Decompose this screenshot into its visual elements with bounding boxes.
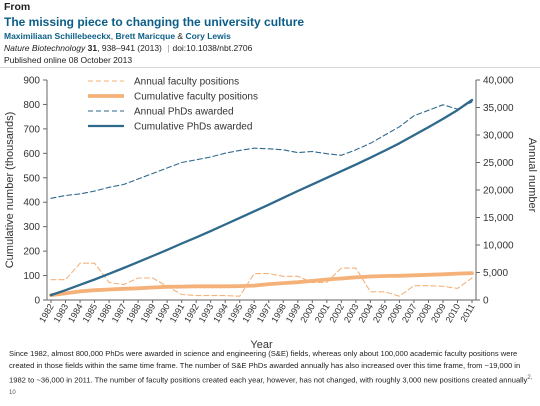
left-tick-label: 800 [23,100,40,111]
x-axis-title: Year [250,339,273,348]
article-header: From The missing piece to changing the u… [4,1,536,66]
author-link[interactable]: Cory Lewis [185,31,231,41]
legend-label-2: Annual PhDs awarded [134,107,234,118]
published-date: Published online 08 October 2013 [4,55,133,65]
left-tick-label: 900 [23,76,40,87]
author-list: Maximiliaan Schillebeeckx, Brett Maricqu… [4,31,231,41]
left-tick-label: 700 [23,124,40,135]
right-tick-label: 30,000 [483,131,514,142]
left-tick-label: 500 [23,173,40,184]
legend-label-1: Cumulative faculty positions [134,92,258,103]
author-and: & [177,31,184,41]
series-line-0 [50,262,473,297]
caption-refs: 2, 10 [9,375,533,396]
author-link[interactable]: Maximiliaan Schillebeeckx [4,31,111,41]
chart-marks: 0 100 200 300 400 500 600 700 800 900 0 5,000 10,000… [4,76,538,349]
series-line-2 [50,101,473,199]
chart: 0 100 200 300 400 500 600 700 800 900 0 5,000 10,000… [4,76,538,349]
right-tick-label: 0 [483,296,489,307]
left-tick-label: 0 [34,296,40,307]
doi-text: doi:10.1038/nbt.2706 [172,43,253,53]
right-tick-label: 25,000 [483,158,514,169]
article-title-link[interactable]: The missing piece to changing the univer… [4,15,305,29]
left-tick-label: 300 [23,222,40,233]
legend-label-3: Cumulative PhDs awarded [134,122,252,133]
figure-caption: Since 1982, almost 800,000 PhDs were awa… [9,348,535,401]
right-tick-label: 20,000 [483,186,514,197]
caption-text: Since 1982, almost 800,000 PhDs were awa… [9,349,528,385]
left-axis-title: Cumulative number (thousands) [4,112,16,269]
x-tick-label: 2010 [444,302,463,324]
right-tick-label: 40,000 [483,76,514,87]
right-tick-label: 15,000 [483,213,514,224]
left-tick-label: 200 [23,247,40,258]
volume-number: 31 [87,43,98,53]
journal-name: Nature Biotechnology [4,43,86,53]
right-axis-title: Annual number [526,138,538,213]
left-tick-label: 400 [23,198,40,209]
series-line-1 [49,271,474,297]
legend-label-0: Annual faculty positions [134,77,239,88]
divider: | [167,43,170,53]
page-range: , 938–941 (2013) [97,43,162,53]
right-tick-label: 35,000 [483,103,514,114]
left-tick-label: 100 [23,271,40,282]
series-line-3 [49,98,474,297]
from-label: From [4,1,31,13]
right-tick-label: 5,000 [483,268,508,279]
author-link[interactable]: Brett Maricque [115,31,176,41]
header-divider [0,67,540,68]
left-tick-label: 600 [23,149,40,160]
x-tick-label: 2011 [458,302,476,324]
citation-line: Nature Biotechnology 31, 938–941 (2013) … [4,42,536,54]
right-tick-label: 10,000 [483,241,514,252]
